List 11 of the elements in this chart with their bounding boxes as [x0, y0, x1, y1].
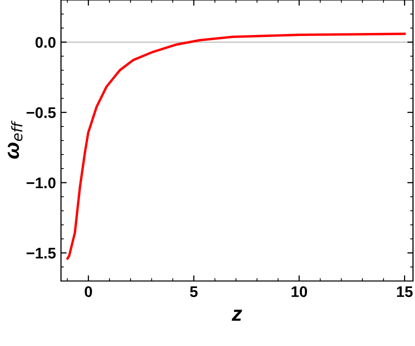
y-tick-label: −1.5	[26, 248, 56, 259]
x-tick-label: 10	[292, 286, 308, 298]
y-tick-label: −0.5	[26, 107, 56, 118]
x-tick-label: 5	[190, 286, 198, 298]
x-tick-label: 0	[84, 286, 92, 298]
line-series	[66, 32, 406, 260]
y-tick-label: 0.0	[36, 37, 56, 48]
x-tick-label: 15	[397, 286, 413, 298]
y-tick-label: −1.0	[26, 178, 56, 188]
x-axis-title: z	[232, 310, 242, 321]
y-axis-title: ω$_{eff}$	[8, 120, 22, 159]
